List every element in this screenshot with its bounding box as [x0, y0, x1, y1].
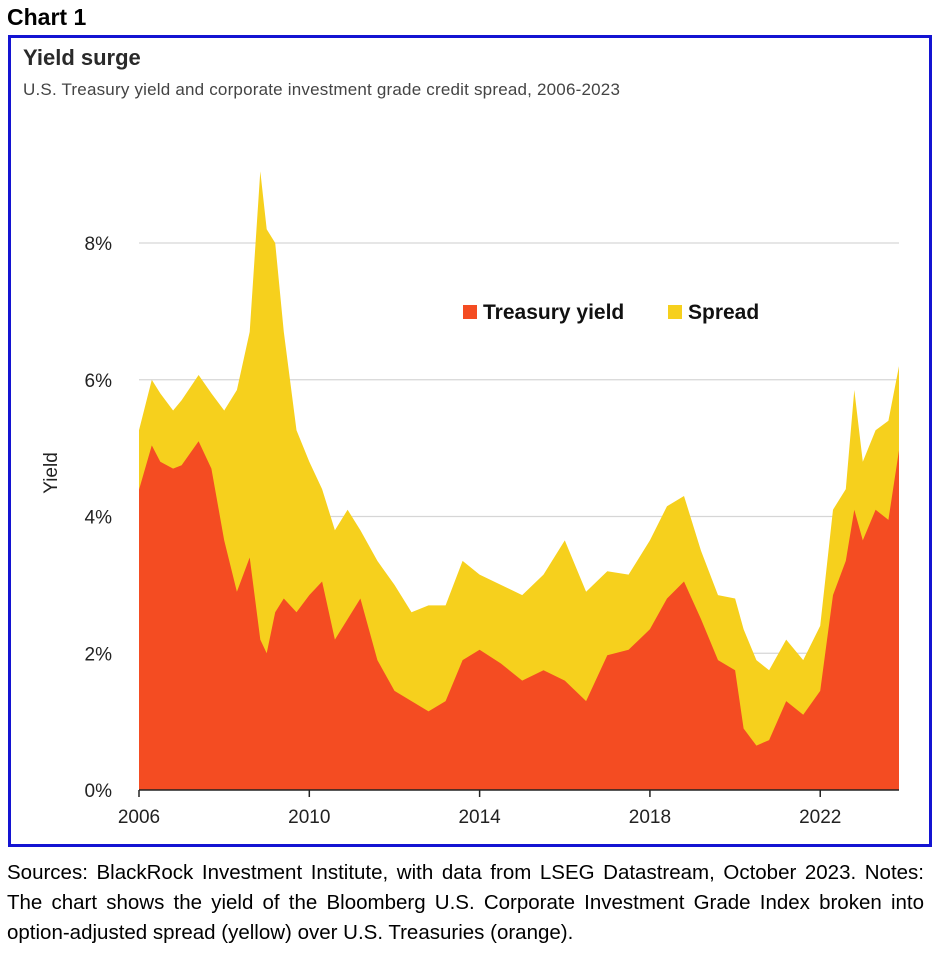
y-tick-label: 6%: [85, 371, 113, 392]
x-tick-label: 2018: [629, 807, 671, 828]
legend-swatch-spread: [668, 305, 682, 319]
legend-swatch-treasury: [463, 305, 477, 319]
y-tick-label: 2%: [85, 644, 113, 665]
x-tick-label: 2022: [799, 807, 841, 828]
figure-heading: Chart 1: [7, 4, 87, 30]
legend-label-treasury: Treasury yield: [483, 301, 624, 324]
y-tick-label: 0%: [85, 781, 113, 802]
legend-label-spread: Spread: [688, 301, 759, 324]
chart-title: Yield surge: [23, 45, 141, 70]
x-tick-label: 2010: [288, 807, 330, 828]
treasury-yield-area: [139, 441, 899, 790]
y-tick-label: 4%: [85, 508, 113, 529]
x-tick-label: 2006: [118, 807, 160, 828]
y-tick-label: 8%: [85, 234, 113, 255]
chart-frame: [8, 35, 932, 847]
chart-subtitle: U.S. Treasury yield and corporate invest…: [23, 80, 621, 99]
source-notes: Sources: BlackRock Investment Institute,…: [7, 861, 924, 944]
y-axis-label: Yield: [41, 452, 62, 494]
x-tick-label: 2014: [458, 807, 501, 828]
